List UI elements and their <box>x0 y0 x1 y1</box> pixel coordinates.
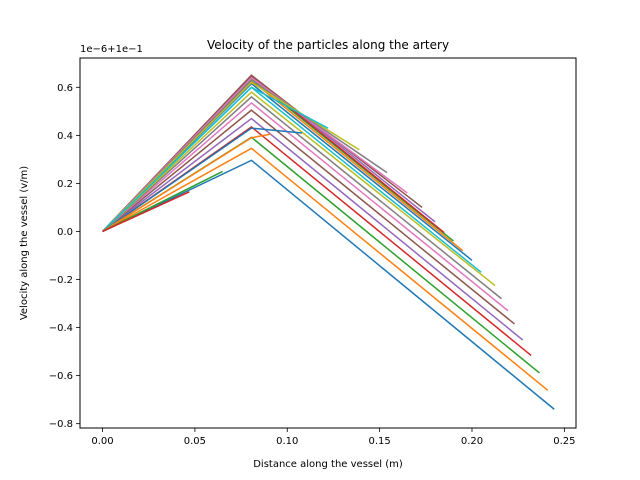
series-line-23 <box>102 170 223 233</box>
x-axis-label: Distance along the vessel (m) <box>253 459 403 470</box>
series-line-24 <box>102 191 190 233</box>
y-tick-label: 0.4 <box>57 131 73 142</box>
chart-title: Velocity of the particles along the arte… <box>207 38 449 52</box>
x-tick-label: 0.05 <box>184 436 206 447</box>
series-line-2 <box>102 147 549 391</box>
series-line-7 <box>102 101 509 312</box>
series-line-5 <box>102 117 524 341</box>
x-tick-label: 0.15 <box>368 436 390 447</box>
series-line-21 <box>102 127 303 233</box>
y-offset-text: 1e−6+1e−1 <box>80 44 143 55</box>
ticks-layer: 0.00 0.05 0.10 0.15 0.20 0.25 −0.8 −0.6 −0.4 −0.2… <box>49 83 576 447</box>
series-line-1 <box>102 159 555 410</box>
y-tick-label: −0.4 <box>49 323 73 334</box>
y-tick-label: −0.2 <box>49 275 73 286</box>
x-tick-label: 0.25 <box>553 436 575 447</box>
y-tick-label: −0.6 <box>49 371 73 382</box>
x-tick-label: 0.10 <box>276 436 298 447</box>
y-tick-label: 0.6 <box>57 83 73 94</box>
y-tick-label: −0.8 <box>49 419 73 430</box>
series-line-22 <box>102 133 271 233</box>
y-tick-label: 0.2 <box>57 179 73 190</box>
series-line-6 <box>102 109 515 325</box>
series-line-8 <box>102 95 503 300</box>
x-tick-label: 0.20 <box>461 436 483 447</box>
y-axis-label: Velocity along the vessel (v/m) <box>19 166 30 320</box>
series-line-9 <box>102 91 496 287</box>
series-layer <box>101 74 555 410</box>
series-line-20 <box>102 86 329 233</box>
x-tick-label: 0.00 <box>91 436 113 447</box>
plot-frame <box>79 57 577 429</box>
y-tick-label: 0.0 <box>57 227 73 238</box>
series-line-19 <box>102 81 360 233</box>
